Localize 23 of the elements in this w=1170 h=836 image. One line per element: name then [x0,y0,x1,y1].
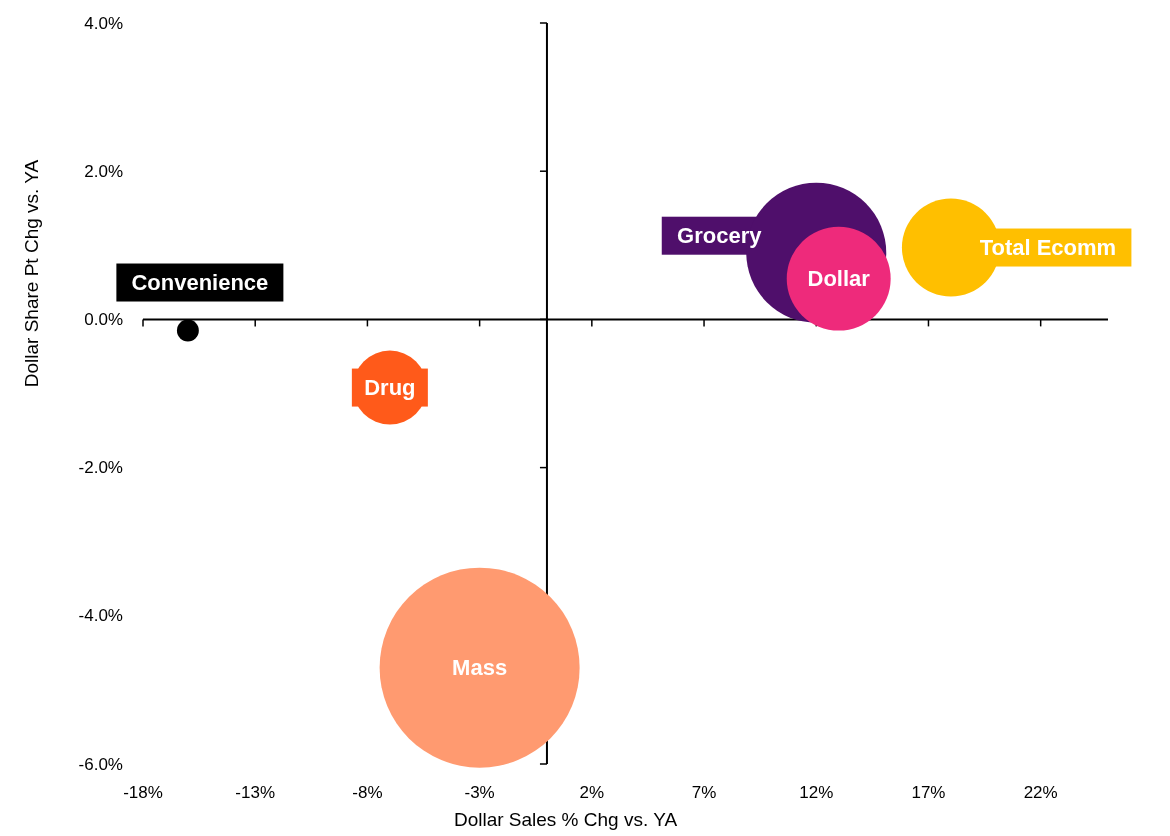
y-tick-label: 0.0% [84,309,123,329]
x-tick-label: 12% [799,783,834,802]
series-label: Mass [452,655,508,681]
x-tick-label: 17% [911,783,946,802]
x-tick-label: -18% [123,783,163,802]
y-tick-label: -2.0% [78,458,123,478]
series-label: Drug [364,375,416,401]
y-axis-title: Dollar Share Pt Chg vs. YA [21,159,42,388]
y-tick-label: -6.0% [78,754,123,774]
y-tick-label: 2.0% [84,161,123,181]
x-axis-title: Dollar Sales % Chg vs. YA [453,809,678,830]
x-tick-label: -13% [235,783,276,802]
x-tick-label: -8% [352,783,383,802]
series-label: Convenience [131,270,269,296]
series-label: Dollar [807,266,871,292]
x-tick-label: -3% [464,783,495,802]
series-label: Grocery [677,223,763,249]
y-tick-label: 4.0% [84,13,123,33]
y-tick-label: -4.0% [78,606,123,626]
series-label: Total Ecomm [979,235,1117,261]
x-tick-label: 2% [579,783,605,802]
x-tick-label: 7% [691,783,717,802]
x-tick-label: 22% [1023,783,1058,802]
